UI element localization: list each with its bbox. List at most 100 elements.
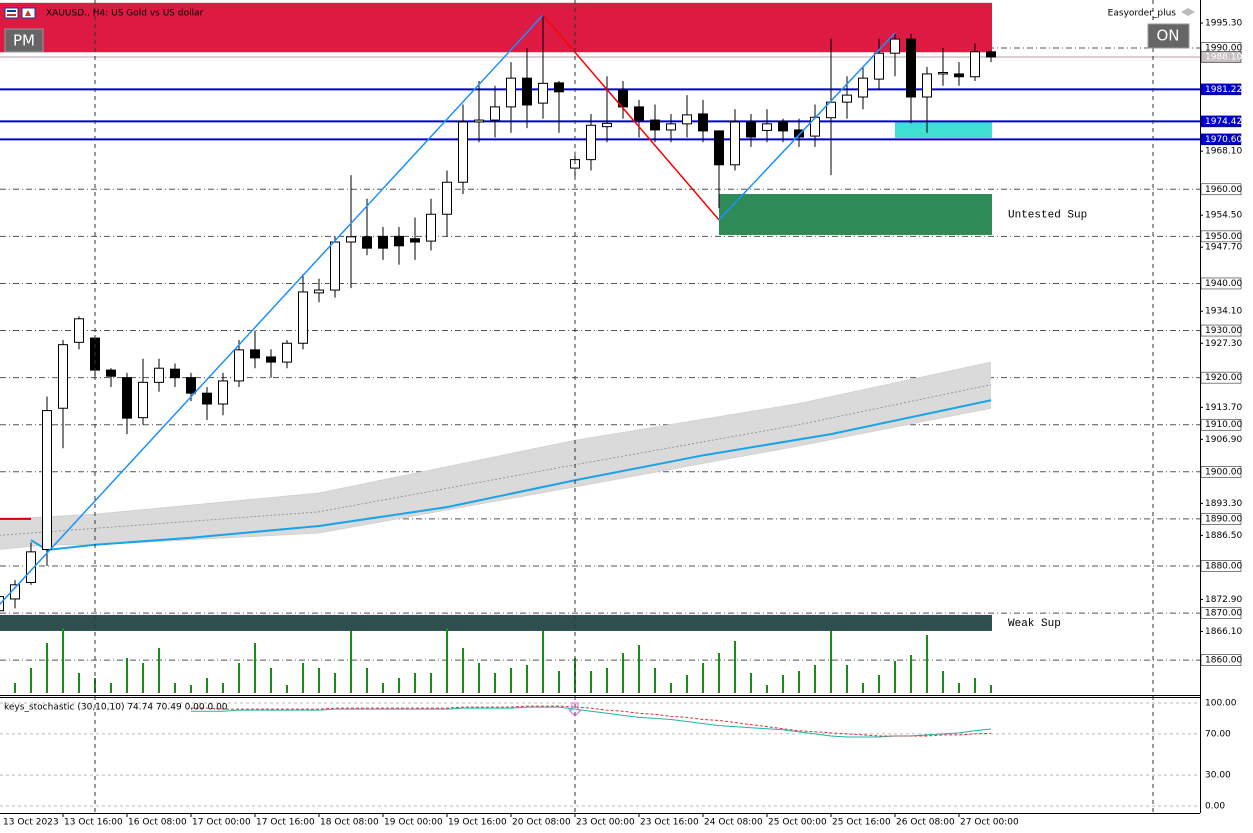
candle-body: [554, 82, 564, 93]
level-label-box: [1200, 466, 1242, 478]
candle-body: [810, 116, 820, 137]
line-label-box: [1200, 133, 1242, 146]
y-tick-label: 1947.70: [1205, 243, 1242, 253]
level-label: 1940.00: [1205, 279, 1242, 289]
signal-arrow: [567, 702, 583, 717]
candle-body: [666, 123, 676, 131]
y-tick-label: 1968.10: [1205, 147, 1242, 157]
x-tick-label: 26 Oct 08:00: [896, 818, 955, 828]
candle-body: [266, 356, 276, 363]
level-label-box: [1200, 230, 1242, 243]
candle-body: [762, 123, 772, 131]
zone: [895, 121, 992, 138]
candle-body: [618, 89, 628, 108]
x-tick-label: 20 Oct 08:00: [512, 818, 571, 828]
candle-body: [922, 73, 932, 98]
line-label: 1970.60: [1205, 135, 1242, 145]
moving-average: [30, 399, 992, 552]
candle-body: [650, 119, 660, 131]
candle-body: [298, 291, 308, 344]
candle-body: [234, 349, 244, 382]
candle-body: [186, 377, 196, 394]
y-tick-label: 1906.90: [1205, 435, 1242, 445]
x-tick-label: 18 Oct 08:00: [320, 818, 379, 828]
level-label: 1950.00: [1205, 232, 1242, 242]
y-tick-label: 70.00: [1205, 729, 1231, 739]
candle-body: [970, 51, 980, 78]
y-tick-label: 1913.70: [1205, 403, 1242, 413]
line-label: 1981.22: [1205, 85, 1242, 95]
x-tick-label: 23 Oct 00:00: [576, 818, 635, 828]
candle-body: [314, 289, 324, 294]
level-label-box: [1200, 371, 1242, 384]
band-area: [0, 362, 991, 550]
candle-body: [602, 122, 612, 128]
level-label: 1860.00: [1205, 656, 1242, 666]
indicator-line: [191, 705, 992, 737]
ask-label: 1988.10: [1205, 52, 1242, 62]
candle-body: [58, 344, 68, 409]
candle-body: [154, 367, 164, 383]
x-tick-label: 25 Oct 16:00: [832, 818, 891, 828]
x-tick-label: 19 Oct 00:00: [384, 818, 443, 828]
indicator-line: [191, 706, 992, 738]
y-tick-label: 1872.90: [1205, 595, 1242, 605]
y-tick-label: 1893.30: [1205, 499, 1242, 509]
candle-body: [698, 113, 708, 132]
candle-body: [138, 381, 148, 419]
x-tick-label: 25 Oct 00:00: [768, 818, 827, 828]
level-label: 1930.00: [1205, 326, 1242, 336]
candle-body: [282, 342, 292, 363]
candle-body: [938, 72, 948, 75]
level-label: 1990.00: [1205, 44, 1242, 54]
icon: [7, 14, 16, 16]
candle-body: [0, 596, 4, 612]
on-button-label[interactable]: ON: [1156, 27, 1179, 45]
x-tick-label: 19 Oct 16:00: [448, 818, 507, 828]
line-label-box: [1200, 83, 1242, 96]
candle-body: [426, 213, 436, 242]
candle-body: [778, 121, 788, 132]
level-label-box: [1200, 418, 1242, 431]
candle-body: [218, 380, 228, 405]
candle-body: [474, 119, 484, 123]
candle-body: [442, 181, 452, 215]
candle-body: [522, 77, 532, 106]
candle-body: [106, 369, 116, 377]
level-label-box: [1200, 654, 1242, 666]
pm-button[interactable]: [4, 28, 44, 53]
candle-body: [986, 51, 996, 58]
x-tick-label: 24 Oct 08:00: [704, 818, 763, 828]
candle-body: [362, 236, 372, 249]
candle-body: [714, 130, 724, 166]
x-tick-label: 17 Oct 00:00: [192, 818, 251, 828]
candle-body: [26, 551, 36, 583]
candle-body: [586, 124, 596, 161]
on-button[interactable]: [1147, 23, 1190, 49]
level-label-box: [1200, 183, 1242, 196]
y-tick-label: 0.00: [1205, 801, 1225, 811]
candle-body: [458, 121, 468, 183]
candle-body: [842, 94, 852, 103]
candle-body: [490, 106, 500, 121]
candle-body: [122, 377, 132, 419]
candle-body: [250, 349, 260, 359]
y-tick-label: 1927.30: [1205, 339, 1242, 349]
candle-body: [746, 121, 756, 138]
candle-body: [394, 235, 404, 247]
candle-body: [906, 38, 916, 98]
icon: [7, 10, 16, 12]
candle-body: [858, 77, 868, 98]
pm-button-label[interactable]: PM: [13, 32, 35, 50]
x-tick-label: 16 Oct 08:00: [128, 818, 187, 828]
candle-body: [954, 73, 964, 78]
x-tick-label: 23 Oct 16:00: [640, 818, 699, 828]
level-label-box: [1200, 607, 1242, 619]
y-tick-label: 1886.50: [1205, 531, 1242, 541]
plot-layer: Weak Sup Untested Sup: [0, 2, 1200, 807]
candle-body: [826, 101, 836, 119]
candle-body: [42, 410, 52, 551]
y-tick-label: 1866.10: [1205, 627, 1242, 637]
candle-body: [682, 114, 692, 125]
zigzag-segment: [0, 14, 544, 606]
